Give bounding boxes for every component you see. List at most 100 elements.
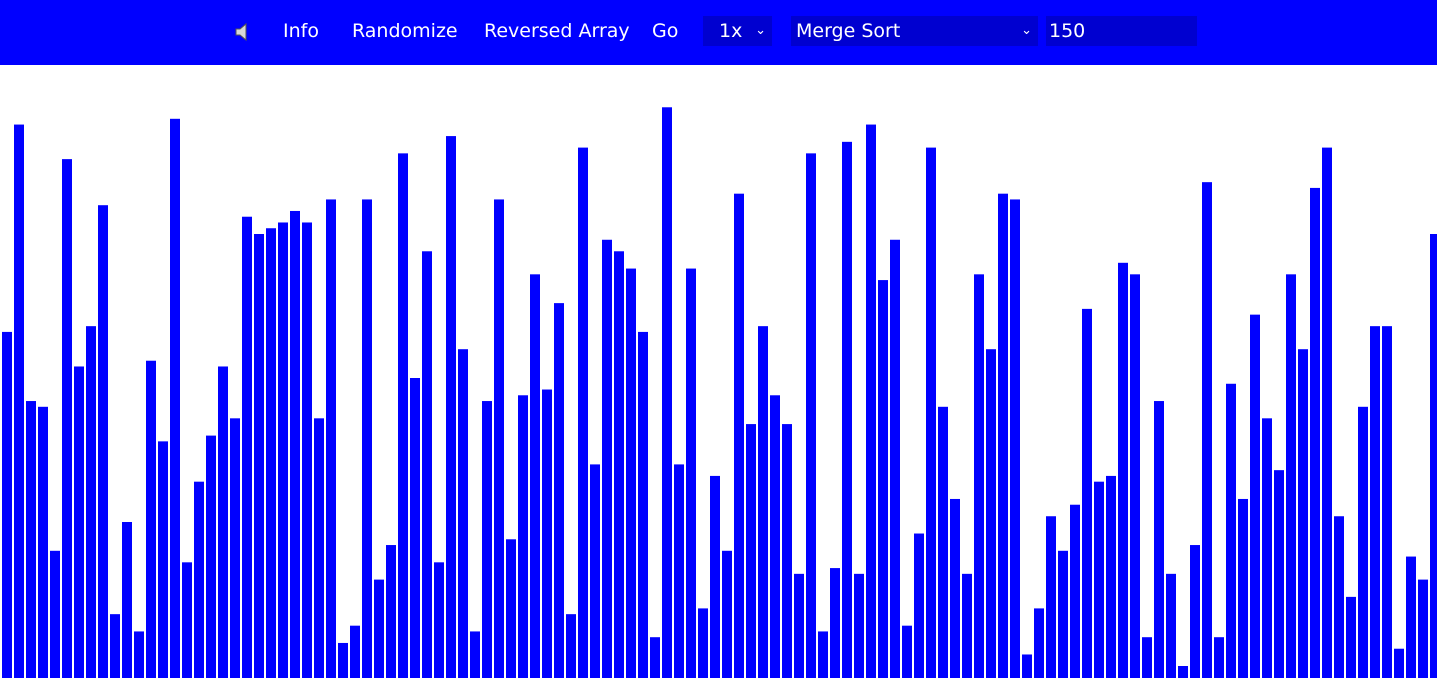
array-bar	[74, 366, 84, 678]
array-bar	[1202, 182, 1212, 678]
array-bar	[782, 424, 792, 678]
go-button[interactable]: Go	[652, 20, 679, 42]
array-bar	[470, 631, 480, 678]
array-bar	[866, 124, 876, 678]
array-bar	[926, 147, 936, 678]
array-bar	[458, 349, 468, 678]
array-bar	[566, 614, 576, 678]
array-bar	[254, 234, 264, 678]
array-bar	[482, 401, 492, 678]
array-bar	[314, 418, 324, 678]
array-bar	[686, 268, 696, 678]
array-bar	[698, 608, 708, 678]
array-bar	[1046, 516, 1056, 678]
array-bar	[1034, 608, 1044, 678]
array-bar	[98, 205, 108, 678]
speed-select[interactable]: 1x ⌄	[703, 16, 772, 46]
array-bar	[230, 418, 240, 678]
array-size-input[interactable]: 150	[1046, 16, 1197, 46]
algorithm-select-value: Merge Sort	[796, 20, 901, 42]
array-bar	[1094, 481, 1104, 678]
array-bar	[1286, 274, 1296, 678]
array-bar	[842, 141, 852, 678]
array-bar	[2, 331, 12, 678]
array-bar	[734, 193, 744, 678]
chevron-down-icon: ⌄	[1021, 23, 1032, 38]
info-button[interactable]: Info	[283, 20, 319, 42]
array-bar	[290, 210, 300, 678]
array-bar	[1130, 274, 1140, 678]
array-bar	[950, 498, 960, 678]
array-bar	[1370, 326, 1380, 678]
array-bar	[1010, 199, 1020, 678]
array-bar	[506, 539, 516, 678]
array-bar	[518, 395, 528, 678]
array-bar	[1022, 654, 1032, 678]
array-bar	[146, 360, 156, 678]
array-bar	[614, 251, 624, 678]
array-bar	[1334, 516, 1344, 678]
array-bar	[1226, 383, 1236, 678]
array-bar	[830, 568, 840, 678]
array-bar	[446, 136, 456, 678]
bars-visualization	[0, 65, 1437, 678]
array-bar	[650, 637, 660, 678]
array-bar	[326, 199, 336, 678]
array-bar	[302, 222, 312, 678]
array-bar	[362, 199, 372, 678]
array-bar	[158, 441, 168, 678]
array-bar	[902, 625, 912, 678]
array-bar	[1178, 666, 1188, 678]
chevron-down-icon: ⌄	[755, 23, 766, 38]
array-bar	[542, 389, 552, 678]
array-bar	[134, 631, 144, 678]
reversed-array-button[interactable]: Reversed Array	[484, 20, 630, 42]
array-bar	[638, 331, 648, 678]
array-bar	[530, 274, 540, 678]
array-bar	[278, 222, 288, 678]
array-bar	[1418, 579, 1428, 678]
array-bar	[674, 464, 684, 678]
array-bar	[338, 642, 348, 678]
array-bar	[1082, 308, 1092, 678]
array-bar	[746, 424, 756, 678]
array-bar	[1346, 596, 1356, 678]
speaker-icon[interactable]	[234, 22, 252, 42]
array-bar	[794, 573, 804, 678]
algorithm-select[interactable]: Merge Sort ⌄	[791, 16, 1038, 46]
array-bar	[938, 406, 948, 678]
array-bar	[38, 406, 48, 678]
array-bar	[590, 464, 600, 678]
array-bar	[386, 545, 396, 678]
toolbar: Info Randomize Reversed Array Go 1x ⌄ Me…	[0, 0, 1437, 65]
array-bar	[86, 326, 96, 678]
array-bar	[1142, 637, 1152, 678]
array-bar	[194, 481, 204, 678]
array-bar	[1250, 314, 1260, 678]
array-bar	[1190, 545, 1200, 678]
array-bar	[890, 239, 900, 678]
array-bar	[1358, 406, 1368, 678]
array-bar	[266, 228, 276, 678]
array-bar	[914, 533, 924, 678]
array-bar	[770, 395, 780, 678]
array-bar	[14, 124, 24, 678]
array-bar	[434, 562, 444, 678]
array-bar	[350, 625, 360, 678]
array-bar	[1382, 326, 1392, 678]
array-bar	[206, 435, 216, 678]
array-bar	[1262, 418, 1272, 678]
array-bar	[1118, 262, 1128, 678]
array-bar	[1106, 475, 1116, 678]
array-bar	[854, 573, 864, 678]
array-bar	[422, 251, 432, 678]
array-bar	[758, 326, 768, 678]
array-bar	[710, 475, 720, 678]
array-bar	[170, 118, 180, 678]
speed-select-value: 1x	[719, 20, 743, 42]
array-bar	[626, 268, 636, 678]
array-bar	[1238, 498, 1248, 678]
array-bar	[1394, 648, 1404, 678]
array-bar	[26, 401, 36, 678]
randomize-button[interactable]: Randomize	[352, 20, 458, 42]
